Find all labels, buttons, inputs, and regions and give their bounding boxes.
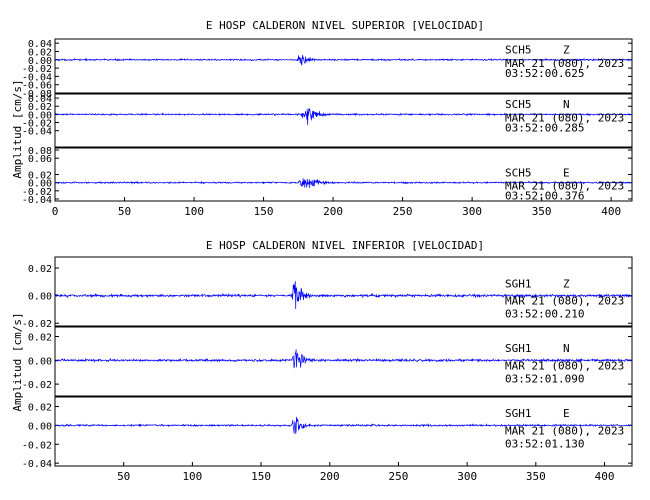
chart-2-xtick-label: 100 [182, 470, 202, 483]
panel-1-3-component: E [563, 166, 570, 179]
panel-1-1-time: 03:52:00.625 [505, 67, 584, 80]
chart-2-ylabel: Amplitud [cm/s] [11, 312, 24, 411]
panel-1-1-date: MAR 21 (080), 2023 [505, 57, 624, 70]
panel-1-1-station: SCH5 [505, 43, 532, 56]
chart-1-xtick-label: 50 [118, 205, 131, 218]
chart-1-panel-1: 0.040.020.00-0.02-0.04-0.06-0.08 SCH5 Z … [22, 38, 633, 100]
panel-2-2-component: N [563, 342, 570, 355]
panel-2-3-yticks: 0.02 0.00 -0.02 -0.04 [22, 402, 632, 470]
panel-1-1-waveform [54, 54, 633, 66]
panel-2-1-ytick-label: 0.00 [28, 292, 52, 303]
panel-2-3-waveform [54, 416, 633, 434]
chart-2-xticks: 50 100 150 200 250 300 350 400 [117, 462, 614, 483]
panel-2-3-time: 03:52:01.130 [505, 437, 584, 450]
panel-2-1-frame [54, 256, 633, 327]
panel-1-3-ytick-label: -0.02 [22, 187, 52, 198]
panel-1-3-ytick-label: 0.06 [28, 154, 52, 165]
panel-1-1-frame [54, 38, 633, 94]
chart-1-xtick-label: 150 [254, 205, 274, 218]
panel-1-2-yticks: 0.040.020.00-0.02-0.04 [22, 94, 632, 138]
chart-2-xtick-label: 150 [251, 470, 271, 483]
panel-1-1-ytick-label: -0.08 [22, 89, 52, 100]
panel-1-2-frame [54, 93, 633, 148]
panel-1-1-ytick-label: 0.00 [28, 56, 52, 67]
panel-2-2-waveform [54, 349, 633, 369]
panel-2-2-ytick-label: 0.02 [28, 333, 52, 344]
panel-1-2-ytick-label: -0.04 [22, 127, 52, 138]
panel-2-3-station: SGH1 [505, 407, 532, 420]
panel-1-1-ytick-label: -0.02 [22, 64, 52, 75]
panel-1-2-time: 03:52:00.285 [505, 121, 584, 134]
panel-1-1-ytick-label: 0.02 [28, 47, 52, 58]
panel-1-2-ytick-label: 0.00 [28, 110, 52, 121]
panel-2-2-ytick-label: 0.00 [28, 356, 52, 367]
panel-1-3-waveform [54, 178, 633, 189]
panel-1-3-ytick-label: 0.02 [28, 171, 52, 182]
chart-2-title: E HOSP CALDERON NIVEL INFERIOR [VELOCIDA… [206, 239, 484, 252]
panel-2-1-component: Z [563, 277, 570, 290]
panel-2-2-time: 03:52:01.090 [505, 372, 584, 385]
panel-1-3-ytick-label: 0.08 [28, 146, 52, 157]
panel-1-1-component: Z [563, 43, 570, 56]
chart-1-xticks: 0 50 100 150 200 250 300 350 400 [52, 197, 621, 218]
panel-1-2-component: N [563, 98, 570, 111]
panel-1-2-ytick-label: 0.04 [28, 94, 52, 105]
chart-1-xtick-label: 250 [393, 205, 413, 218]
chart-2-xtick-label: 200 [320, 470, 340, 483]
panel-1-1-ytick-label: -0.04 [22, 72, 52, 83]
panel-2-3-ytick-label: -0.04 [22, 459, 52, 470]
chart-2-xtick-label: 350 [526, 470, 546, 483]
chart-1-xtick-label: 400 [601, 205, 621, 218]
panel-1-3-frame [54, 147, 633, 202]
chart-1-panel-2: 0.040.020.00-0.02-0.04 SCH5 N MAR 21 (08… [22, 93, 633, 148]
panel-2-2-station: SGH1 [505, 342, 532, 355]
panel-1-1-ytick-label: -0.06 [22, 81, 52, 92]
panel-2-2-ytick-label: -0.02 [22, 380, 52, 391]
panel-1-3-time: 03:52:00.376 [505, 190, 584, 203]
panel-2-2-date: MAR 21 (080), 2023 [505, 359, 624, 372]
chart-1-panel-3: 0.080.06 0.020.00-0.02-0.04 SCH5 E MAR 21… [22, 146, 633, 206]
panel-1-2-station: SCH5 [505, 98, 532, 111]
panel-1-1-yticks: 0.040.020.00-0.02-0.04-0.06-0.08 [22, 39, 632, 100]
chart-1-xtick-label: 200 [323, 205, 343, 218]
panel-2-3-ytick-label: -0.02 [22, 440, 52, 451]
panel-1-3-ytick-label: -0.04 [22, 195, 52, 206]
chart-2-xtick-label: 250 [389, 470, 409, 483]
chart-2-xtick-label: 400 [595, 470, 615, 483]
chart-1-xtick-label: 0 [52, 205, 59, 218]
chart-1-xtick-label: 350 [532, 205, 552, 218]
panel-2-3-frame [54, 396, 633, 467]
chart-2-xtick-label: 300 [457, 470, 477, 483]
panel-2-1-station: SGH1 [505, 277, 532, 290]
panel-1-3-station: SCH5 [505, 166, 532, 179]
chart-1-ylabel: Amplitud [cm/s] [11, 79, 24, 178]
panel-2-1-ytick-label: -0.02 [22, 319, 52, 330]
chart-1-xtick-label: 100 [184, 205, 204, 218]
panel-2-3-date: MAR 21 (080), 2023 [505, 424, 624, 437]
panel-2-1-ytick-label: 0.02 [28, 264, 52, 275]
panel-1-2-date: MAR 21 (080), 2023 [505, 111, 624, 124]
chart-2-panel-3: 0.02 0.00 -0.02 -0.04 SGH1 E MAR 21 (080), … [22, 396, 633, 470]
chart-1-xtick-label: 300 [462, 205, 482, 218]
panel-1-2-waveform [54, 108, 633, 126]
panel-1-3-date: MAR 21 (080), 2023 [505, 180, 624, 193]
panel-2-3-component: E [563, 407, 570, 420]
chart-2-xtick-label: 50 [117, 470, 130, 483]
panel-1-3-yticks: 0.080.06 0.020.00-0.02-0.04 [22, 146, 632, 206]
panel-1-2-ytick-label: -0.02 [22, 119, 52, 130]
panel-2-3-ytick-label: 0.02 [28, 402, 52, 413]
panel-2-2-frame [54, 326, 633, 397]
panel-1-1-ytick-label: 0.04 [28, 39, 52, 50]
panel-1-2-ytick-label: 0.02 [28, 102, 52, 113]
panel-2-1-waveform [54, 281, 633, 309]
chart-2-panel-2: 0.020.00-0.02 SGH1 N MAR 21 (080), 2023 … [22, 326, 633, 397]
panel-1-3-ytick-label: 0.00 [28, 179, 52, 190]
chart-2-panel-1: 0.020.00-0.02 SGH1 Z MAR 21 (080), 2023 … [22, 256, 633, 330]
panel-2-3-ytick-label: 0.00 [28, 421, 52, 432]
panel-2-1-date: MAR 21 (080), 2023 [505, 295, 624, 308]
chart-1-title: E HOSP CALDERON NIVEL SUPERIOR [VELOCIDA… [206, 19, 484, 32]
panel-2-1-time: 03:52:00.210 [505, 308, 584, 321]
